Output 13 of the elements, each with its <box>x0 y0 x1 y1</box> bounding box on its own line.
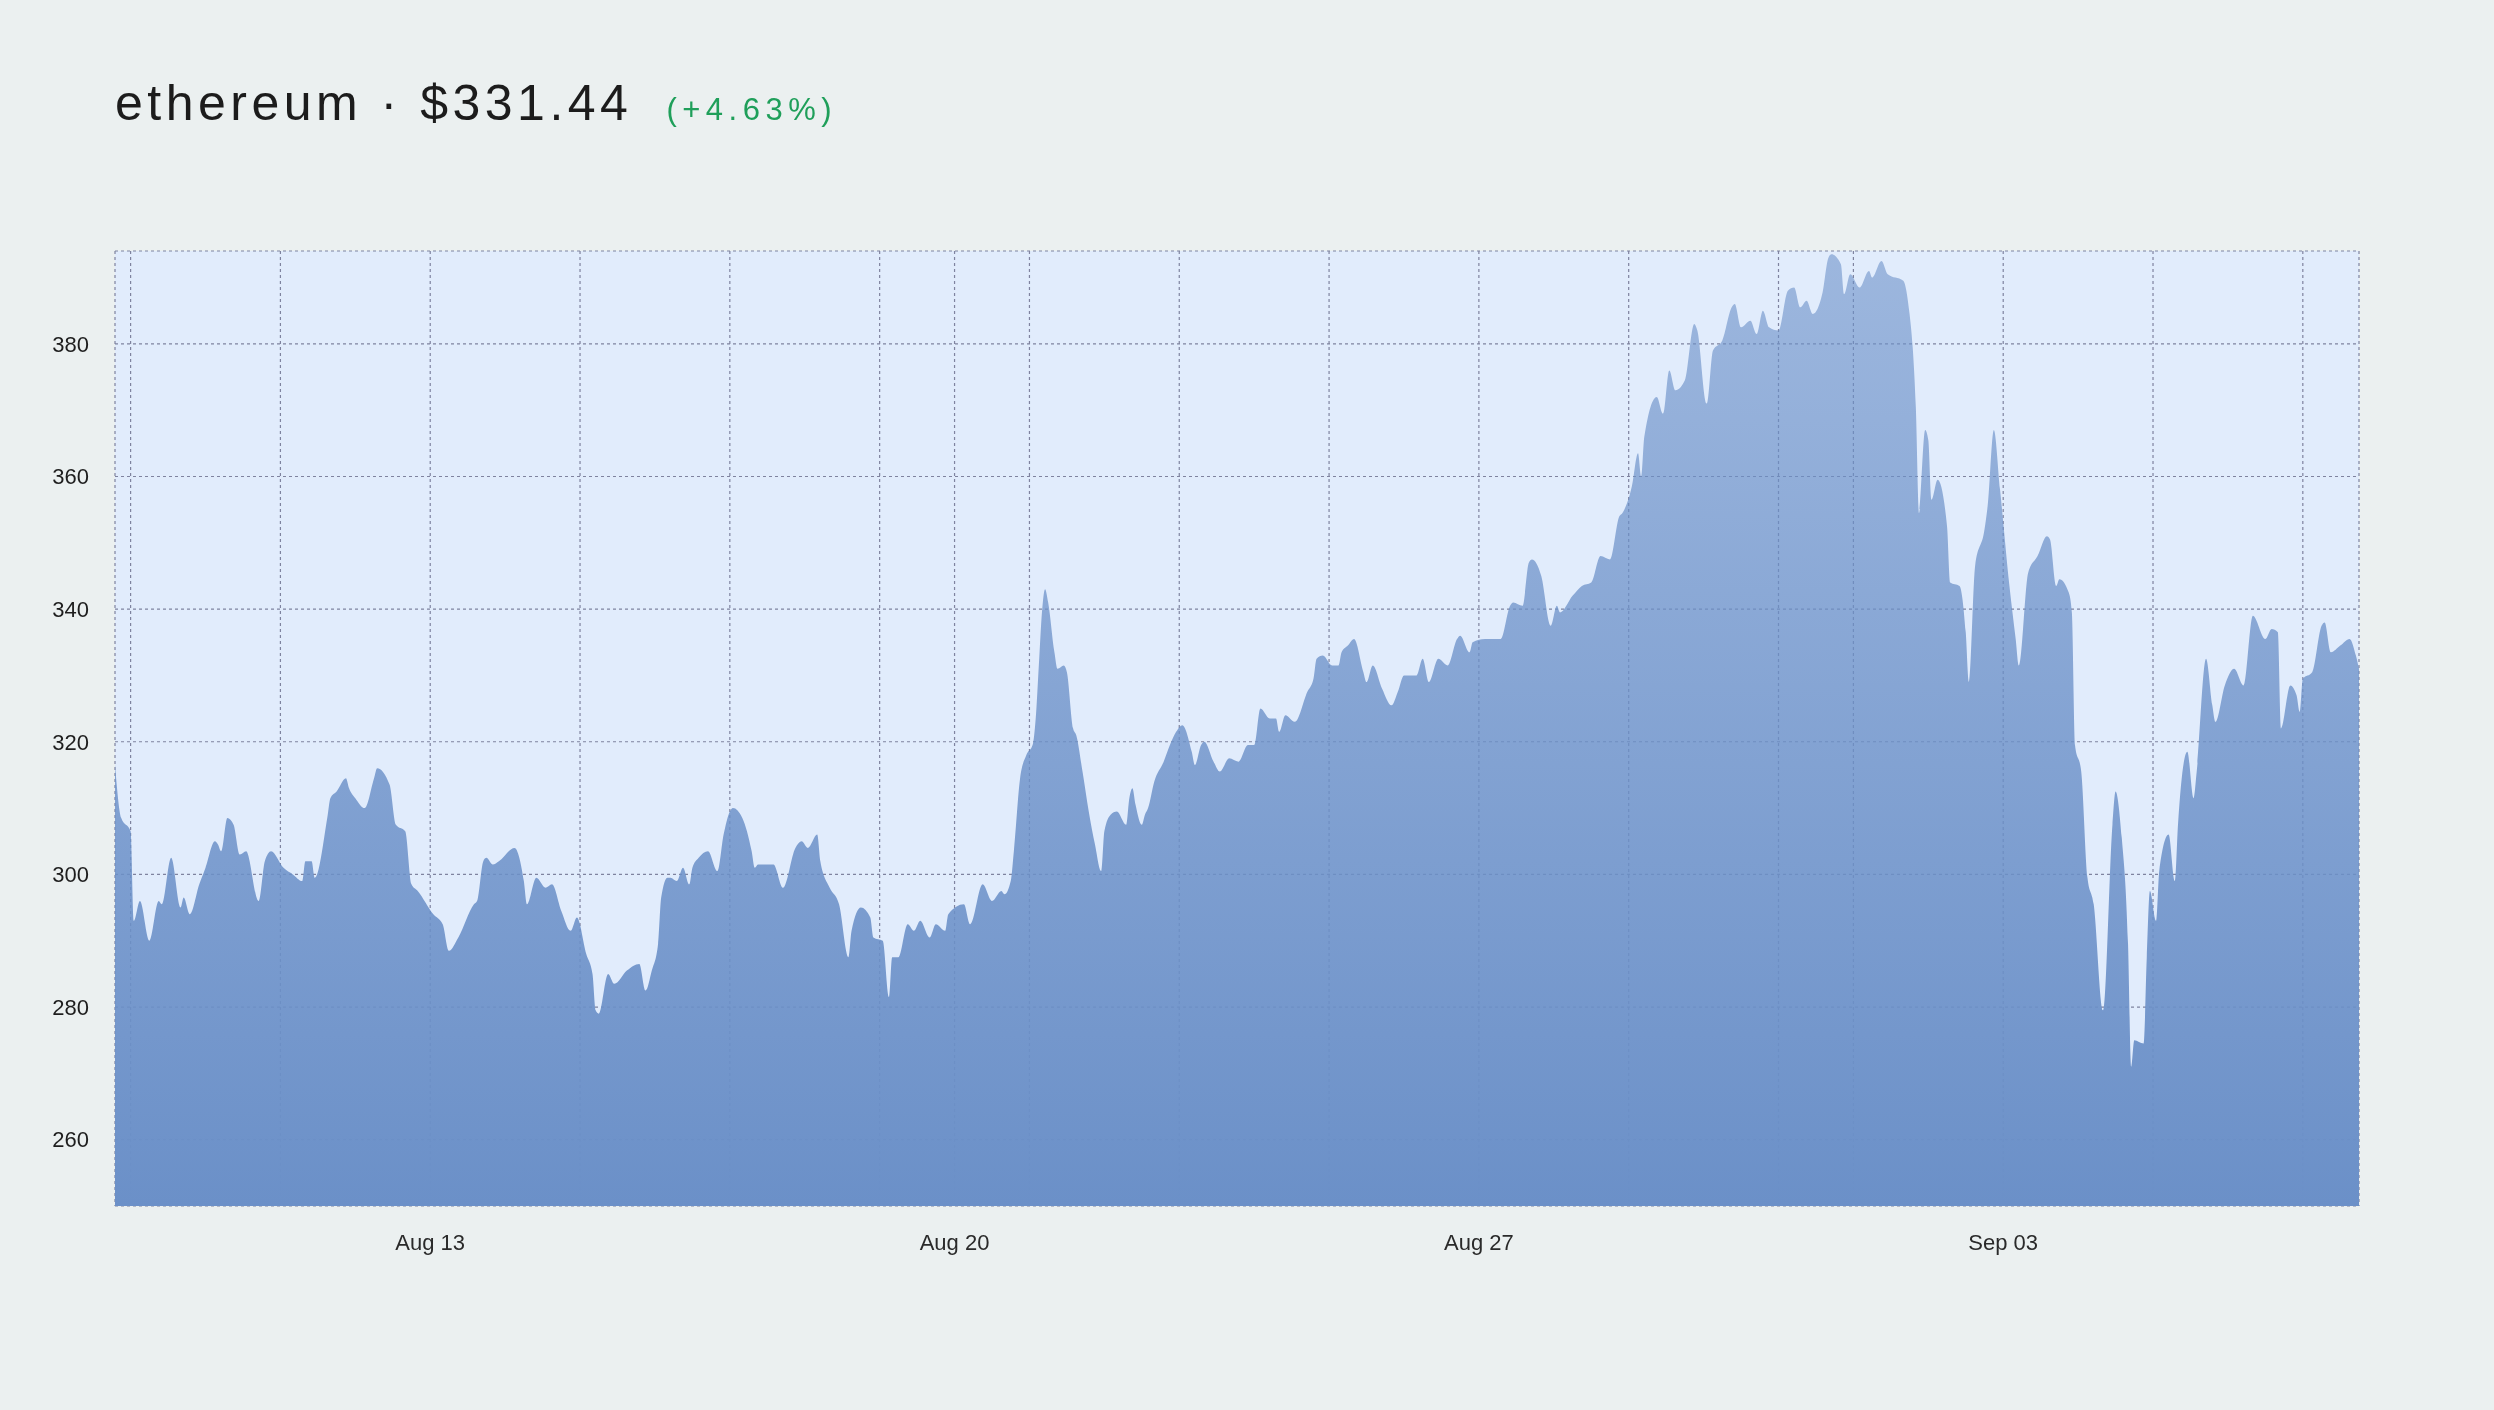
y-tick-label: 300 <box>52 862 89 888</box>
y-tick-label: 280 <box>52 994 89 1020</box>
chart-subtitle: (+4.63%) <box>666 92 838 128</box>
y-tick-label: 360 <box>52 464 89 490</box>
y-tick-label: 260 <box>52 1127 89 1153</box>
y-tick-label: 380 <box>52 331 89 357</box>
y-tick-label: 320 <box>52 729 89 755</box>
x-tick-label: Sep 03 <box>1968 1229 2039 1255</box>
y-tick-label: 340 <box>52 596 89 622</box>
x-tick-label: Aug 27 <box>1444 1229 1514 1255</box>
chart-title: ethereum · $331.44 <box>115 74 633 132</box>
x-tick-label: Aug 20 <box>919 1229 990 1255</box>
x-tick-label: Aug 13 <box>395 1229 466 1255</box>
